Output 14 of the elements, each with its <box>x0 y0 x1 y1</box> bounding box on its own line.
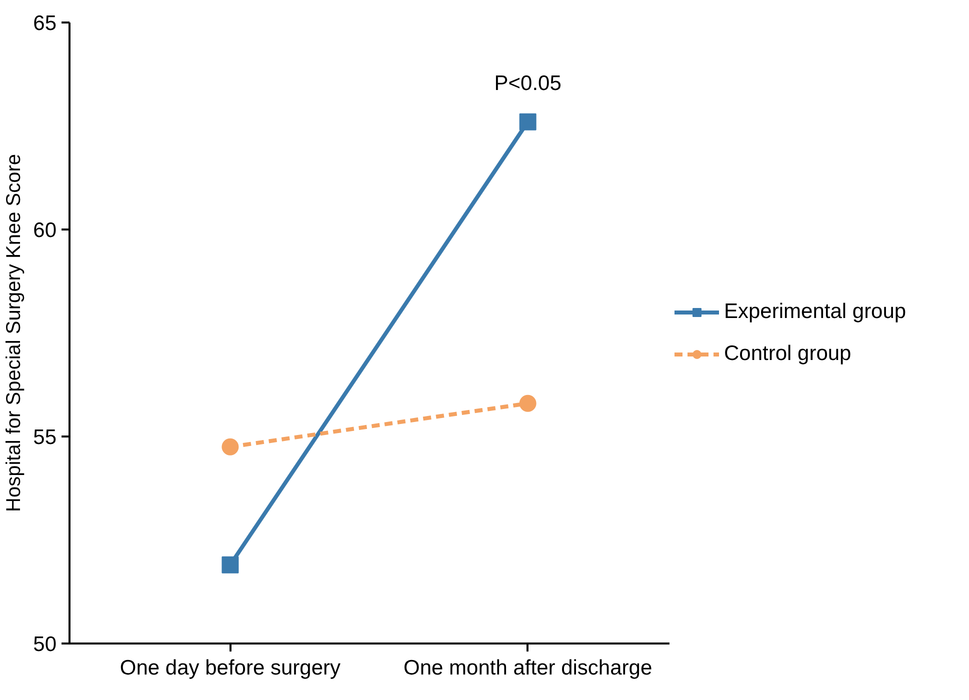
y-tick-label: 65 <box>33 12 56 35</box>
x-tick-label: One month after discharge <box>404 656 652 680</box>
point <box>222 556 239 574</box>
annotation: P<0.05 <box>494 72 562 95</box>
y-tick-label: 55 <box>33 426 56 449</box>
x-tick-label: One day before surgery <box>120 656 342 680</box>
y-tick-label: 60 <box>33 219 56 242</box>
point <box>222 438 239 456</box>
legend-label: Experimental group <box>724 300 906 324</box>
legend-label: Control group <box>724 342 852 366</box>
y-tick-label: 50 <box>33 633 56 656</box>
point <box>519 113 536 130</box>
point <box>519 394 536 412</box>
y-axis-title: Hospital for Special Surgery Knee Score <box>3 154 26 512</box>
